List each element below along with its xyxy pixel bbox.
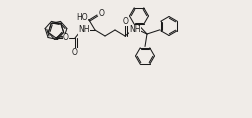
Text: O: O <box>72 48 78 57</box>
Text: O: O <box>63 34 69 42</box>
Text: HO: HO <box>76 13 88 23</box>
Text: NH: NH <box>78 25 90 34</box>
Text: O: O <box>122 17 129 26</box>
Text: O: O <box>99 10 105 19</box>
Text: NH: NH <box>129 25 141 34</box>
